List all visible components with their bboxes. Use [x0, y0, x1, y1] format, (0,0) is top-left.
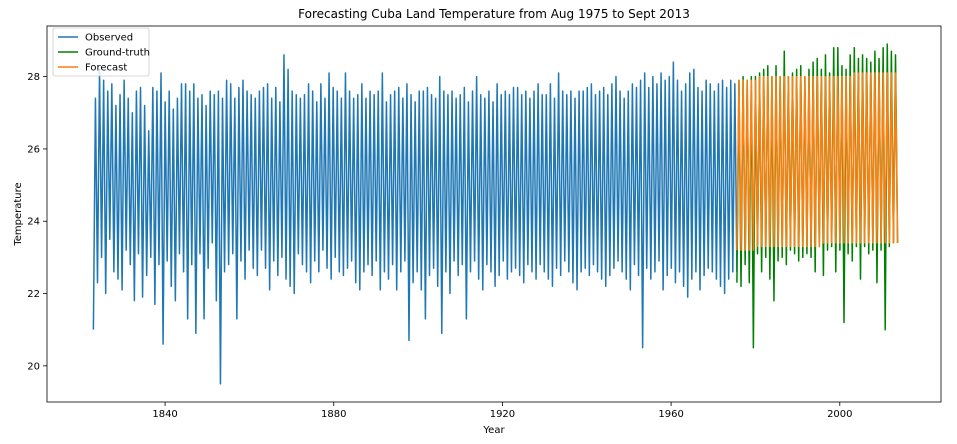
y-axis-label: Temperature: [13, 182, 24, 246]
x-axis-label: Year: [482, 425, 505, 436]
y-tick-label: 20: [27, 361, 40, 372]
x-tick-label: 2000: [827, 409, 852, 420]
plot-frame: [46, 25, 942, 403]
legend-box: [52, 27, 150, 77]
series-line-ground-truth: [736, 43, 899, 349]
series-line-forecast: [736, 72, 899, 251]
y-tick-label: 26: [27, 144, 40, 155]
x-tick-label: 1840: [152, 409, 177, 420]
legend-entries: Observed Ground-truth Forecast: [58, 33, 150, 74]
tick-layer: 1840 1880 1920 1960 2000 20 22 24 26 28: [27, 72, 852, 420]
x-tick-label: 1960: [658, 409, 683, 420]
x-tick-label: 1880: [321, 409, 346, 420]
legend: Observed Ground-truth Forecast: [52, 27, 150, 77]
legend-label-observed: Observed: [85, 33, 133, 44]
series-layer: [92, 43, 899, 385]
y-tick-label: 22: [27, 289, 40, 300]
y-tick-label: 28: [27, 72, 40, 83]
legend-label-forecast: Forecast: [85, 63, 127, 74]
legend-label-ground-truth: Ground-truth: [85, 48, 150, 59]
y-tick-label: 24: [27, 217, 40, 228]
x-tick-label: 1920: [490, 409, 515, 420]
chart-title: Forecasting Cuba Land Temperature from A…: [298, 7, 690, 21]
series-line-observed: [92, 54, 738, 385]
